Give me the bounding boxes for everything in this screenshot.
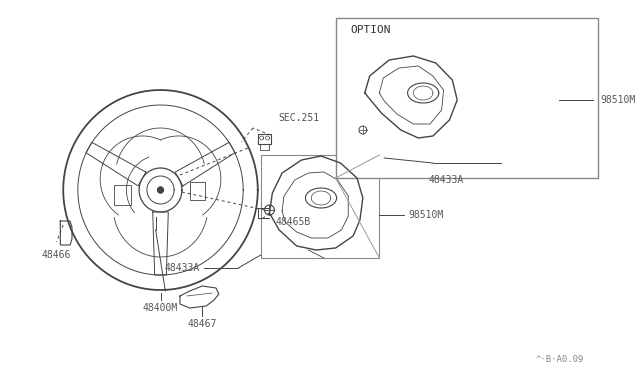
Text: 48467: 48467 bbox=[188, 319, 217, 329]
Text: SEC.251: SEC.251 bbox=[278, 113, 319, 123]
Text: ^·B·A0.09: ^·B·A0.09 bbox=[535, 356, 584, 365]
Bar bbox=[260, 144, 269, 150]
Text: 48400M: 48400M bbox=[143, 303, 178, 313]
Bar bbox=[189, 182, 205, 200]
Polygon shape bbox=[157, 187, 163, 193]
Text: 98510M: 98510M bbox=[408, 210, 444, 220]
Bar bbox=[258, 134, 271, 144]
Text: 98510M: 98510M bbox=[600, 95, 636, 105]
Bar bbox=[260, 155, 380, 258]
Text: 48465B: 48465B bbox=[275, 217, 310, 227]
Bar bbox=[335, 18, 598, 178]
Bar bbox=[114, 185, 131, 205]
Text: 48433A: 48433A bbox=[164, 263, 200, 273]
Text: 48433A: 48433A bbox=[428, 175, 463, 185]
Text: 48466: 48466 bbox=[42, 250, 71, 260]
Text: OPTION: OPTION bbox=[350, 25, 390, 35]
